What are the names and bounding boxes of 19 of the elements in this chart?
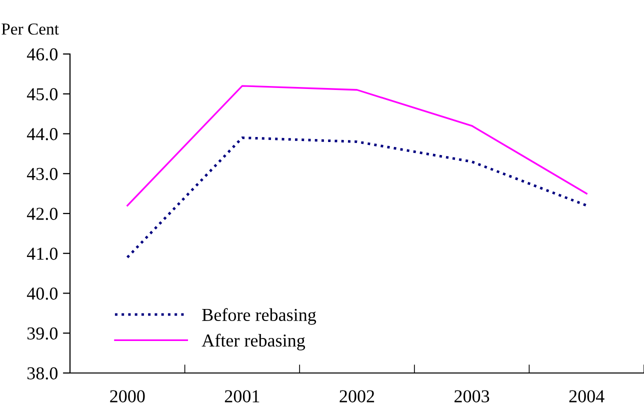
legend-label: After rebasing: [202, 334, 306, 350]
y-axis-title: Per Cent: [2, 23, 59, 35]
y-tick-label: 45.0: [26, 88, 58, 100]
y-tick-label: 46.0: [26, 48, 58, 61]
legend-label: Before rebasing: [202, 308, 316, 325]
x-tick-label: 2004: [569, 390, 604, 402]
line-series: [126, 136, 588, 259]
x-tick-label: 2001: [224, 390, 260, 402]
y-tick-label: 40.0: [26, 288, 58, 300]
line-series: [126, 85, 588, 206]
y-tick-label: 39.0: [27, 327, 58, 340]
y-tick-label: 43.0: [26, 168, 58, 180]
y-tick-label: 44.0: [26, 128, 58, 140]
x-tick-label: 2003: [454, 390, 490, 402]
x-tick-label: 2000: [110, 390, 145, 402]
y-tick-label: 41.0: [26, 248, 58, 260]
y-tick-label: 42.0: [26, 208, 58, 220]
y-tick-label: 38.0: [27, 367, 58, 380]
x-tick-label: 2002: [340, 390, 374, 402]
